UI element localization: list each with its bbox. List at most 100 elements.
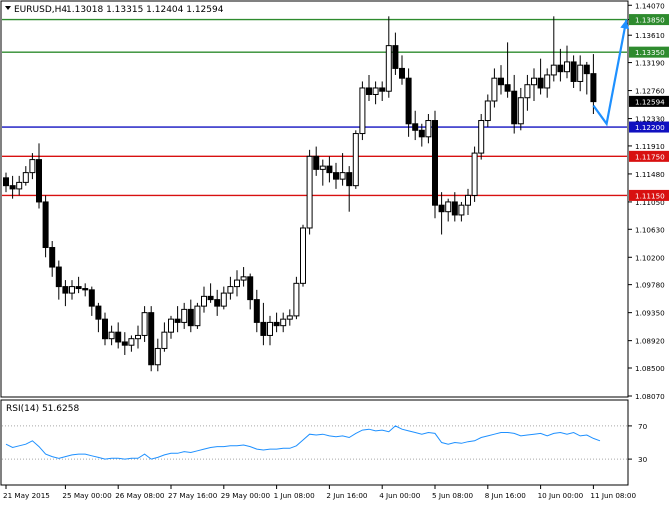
candle-body [168, 318, 174, 333]
candle-body [557, 64, 564, 73]
time-tick-label: 1 Jun 08:00 [274, 491, 316, 500]
time-tick-label: 4 Jun 00:00 [379, 491, 421, 500]
price-tick-label: 1.10200 [635, 253, 665, 262]
candle-body [201, 295, 207, 307]
candle-body [570, 61, 577, 82]
candle-body [451, 201, 458, 216]
candle-body [240, 276, 247, 281]
candle-body [319, 165, 326, 170]
candle-body [425, 120, 432, 138]
price-tick-label: 1.10630 [635, 225, 665, 234]
level-price-tag-label: 1.12200 [635, 123, 665, 132]
candle-body [432, 120, 438, 206]
candle-body [75, 286, 82, 290]
rsi-layer: 70 30 [2, 422, 648, 464]
price-tick-label: 1.08500 [635, 364, 665, 373]
candle-body [82, 288, 89, 291]
candle-body [399, 67, 405, 79]
candle-body [62, 286, 69, 294]
time-tick-label: 11 Jun 08:00 [590, 491, 636, 500]
candle-body [141, 312, 148, 336]
candle-body [418, 129, 425, 138]
candle-body [313, 155, 320, 170]
candle-body [590, 73, 597, 103]
candle-body [471, 152, 478, 196]
candle-body [405, 77, 412, 125]
candle-body [359, 87, 366, 135]
candle-body [273, 321, 280, 327]
candle-body [531, 77, 537, 86]
candle-body [300, 227, 306, 284]
candle-body [293, 282, 300, 317]
candle-body [128, 338, 135, 346]
price-tick-label: 1.11050 [635, 198, 665, 207]
candle-body [438, 204, 445, 213]
candle-body [550, 64, 557, 76]
candle-body [253, 299, 260, 323]
price-tick-label: 1.13190 [635, 59, 665, 68]
candle-body [412, 123, 419, 131]
candle-body [55, 266, 62, 288]
candle-body [306, 155, 313, 229]
candle-body [220, 292, 227, 307]
candle-body [69, 286, 75, 294]
level-price-tag [629, 14, 669, 26]
time-tick-label: 8 Jun 16:00 [485, 491, 527, 500]
candle-body [372, 87, 379, 95]
candle-body [16, 181, 23, 190]
candle-body [544, 74, 551, 89]
candle-body [3, 177, 9, 187]
price-panel-frame [0, 0, 629, 398]
rsi-title: RSI(14) 51.6258 [6, 404, 79, 414]
candle-body [346, 172, 353, 187]
forecast-arrow-layer [592, 19, 630, 127]
candle-body [102, 318, 108, 340]
candle-body [478, 120, 485, 154]
candle-body [458, 204, 465, 216]
level-price-tag-label: 1.13850 [635, 16, 665, 25]
price-tick-label: 1.13610 [635, 31, 665, 40]
candle-body [95, 305, 102, 320]
candle-body [234, 279, 240, 288]
candle-body [207, 295, 214, 301]
candle-body [583, 64, 590, 75]
price-tick-label: 1.12760 [635, 87, 665, 96]
rsi-tick-label: 70 [638, 422, 648, 431]
candle-body [280, 318, 287, 327]
candle-body [29, 159, 36, 174]
rsi-panel-frame [0, 399, 629, 486]
candle-body [174, 318, 181, 323]
candle-body [154, 347, 161, 366]
price-tick-label: 1.08070 [635, 392, 665, 401]
candle-body [465, 194, 471, 206]
candle-body [121, 341, 128, 346]
candle-body [135, 334, 141, 340]
candle-body [9, 185, 16, 190]
candle-body [181, 308, 188, 323]
candle-body [504, 84, 511, 92]
price-axis: 1.14070 1.13850 1.13610 1.13190 1.12760 1.123… [628, 1, 669, 401]
candle-body [286, 315, 293, 320]
candle-body [498, 77, 504, 86]
candle-body [161, 331, 168, 349]
candle-body [22, 172, 29, 183]
candle-body [339, 172, 346, 180]
dropdown-triangle-icon[interactable] [5, 6, 11, 10]
candle-body [148, 312, 155, 366]
candle-body [517, 97, 524, 125]
bid-price-tag [629, 95, 669, 107]
candle-body [379, 87, 386, 92]
price-tick-label: 1.11480 [635, 170, 665, 179]
chart-symbol-title: EURUSD,H4 [14, 5, 67, 15]
candle-body [326, 165, 333, 174]
candle-body [445, 201, 452, 213]
price-tick-label: 1.08920 [635, 337, 665, 346]
candle-body [385, 45, 392, 92]
candle-body [511, 90, 518, 125]
level-price-tag [629, 121, 669, 133]
time-tick-label: 27 May 16:00 [168, 491, 218, 500]
candle-body [366, 87, 372, 95]
price-tick-label: 1.14070 [635, 1, 665, 10]
